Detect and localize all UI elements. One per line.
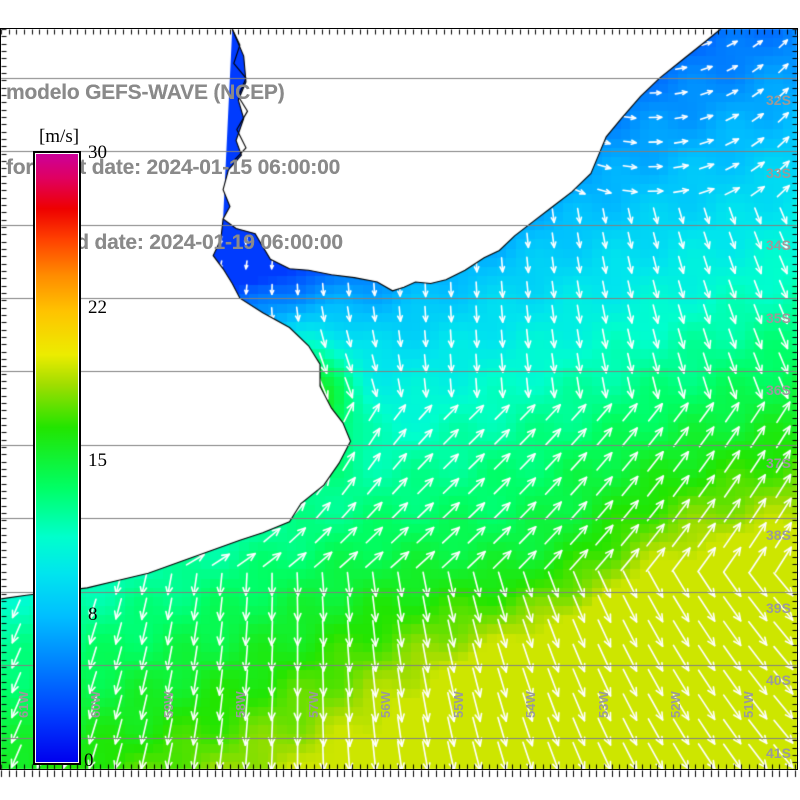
colorbar-tick-15: 15 (88, 450, 107, 471)
lat-label-34S: 34S (766, 237, 791, 253)
lat-label-37S: 37S (766, 455, 791, 471)
lon-label-51W: 51W (741, 691, 756, 718)
lat-label-38S: 38S (766, 527, 791, 543)
lat-label-33S: 33S (766, 165, 791, 181)
lat-label-41S: 41S (766, 745, 791, 761)
lat-label-36S: 36S (766, 382, 791, 398)
lat-label-35S: 35S (766, 310, 791, 326)
colorbar-tick-0: 0 (84, 750, 94, 771)
lon-label-52W: 52W (668, 691, 683, 718)
lon-label-59W: 59W (161, 691, 176, 718)
lon-label-61W: 61W (16, 691, 31, 718)
colorbar-unit-label: [m/s] (38, 126, 80, 147)
lon-label-57W: 57W (306, 691, 321, 718)
lat-label-32S: 32S (766, 92, 791, 108)
lat-label-40S: 40S (766, 672, 791, 688)
valid-date: valid date: 2024-01-19 06:00:00 (42, 231, 343, 254)
colorbar-tick-22: 22 (88, 297, 107, 318)
lon-label-55W: 55W (451, 691, 466, 718)
model-title: modelo GEFS-WAVE (NCEP) (6, 81, 285, 104)
lon-label-56W: 56W (378, 691, 393, 718)
lon-label-58W: 58W (233, 691, 248, 718)
lat-label-39S: 39S (766, 600, 791, 616)
colorbar-tick-30: 30 (88, 142, 107, 163)
lon-label-53W: 53W (596, 691, 611, 718)
colorbar-gradient (36, 154, 78, 762)
lon-label-54W: 54W (523, 691, 538, 718)
colorbar (33, 151, 81, 765)
colorbar-tick-8: 8 (88, 604, 98, 625)
title-block: modelo GEFS-WAVE (NCEP) forecast date: 2… (6, 30, 626, 305)
lon-label-60W: 60W (88, 691, 103, 718)
